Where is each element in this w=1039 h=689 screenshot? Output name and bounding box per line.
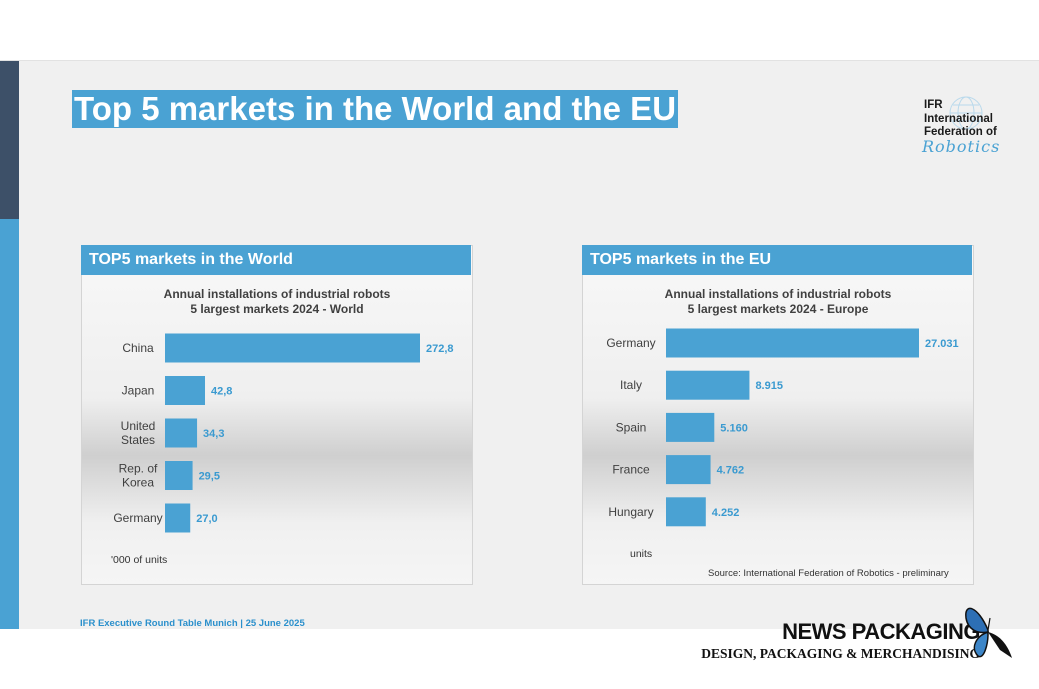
ifr-line1: IFR (924, 99, 943, 111)
eu-category-label: Italy (620, 378, 642, 392)
slide: Top 5 markets in the World and the EU IF… (0, 60, 1039, 629)
world-bar (165, 376, 206, 405)
eu-chart-title-line1: Annual installations of industrial robot… (664, 287, 892, 301)
world-bar (165, 333, 420, 363)
side-accent-dark (0, 61, 19, 219)
side-accent-light (0, 219, 19, 629)
eu-value-label: 5.160 (720, 422, 748, 434)
eu-category-label: France (612, 463, 650, 477)
world-category-label: Japan (122, 384, 155, 398)
world-panel-header: TOP5 markets in the World (81, 245, 471, 275)
news-packaging-logo: NEWS PACKAGING DESIGN, PACKAGING & MERCH… (701, 619, 980, 669)
eu-bar (666, 455, 711, 485)
ifr-script: Robotics (922, 137, 1001, 156)
eu-bar (666, 370, 750, 400)
eu-panel-header: TOP5 markets in the EU (582, 245, 972, 275)
world-chart-title-line1: Annual installations of industrial robot… (163, 287, 391, 301)
world-panel: TOP5 markets in the World Annual install… (81, 245, 473, 585)
eu-chart-title: Annual installations of industrial robot… (583, 287, 973, 317)
eu-category-label: Spain (616, 420, 647, 434)
world-value-label: 42,8 (211, 386, 232, 398)
ifr-line2: International (924, 112, 994, 125)
eu-bar (666, 497, 706, 527)
eu-value-label: 8.915 (755, 380, 783, 392)
slide-title: Top 5 markets in the World and the EU (72, 90, 679, 128)
butterfly-icon (965, 607, 1012, 658)
world-value-label: 27,0 (196, 513, 217, 525)
eu-panel: TOP5 markets in the EU Annual installati… (582, 245, 974, 585)
eu-bar (666, 328, 919, 358)
eu-source: Source: International Federation of Robo… (708, 568, 949, 579)
world-value-label: 34,3 (203, 428, 224, 440)
eu-value-label: 27.031 (925, 338, 959, 350)
eu-value-label: 4.252 (712, 507, 740, 519)
eu-value-label: 4.762 (717, 465, 745, 477)
brand-name: NEWS PACKAGING (782, 619, 980, 644)
eu-category-label: Hungary (608, 505, 653, 519)
eu-unit-note: units (630, 548, 653, 560)
ifr-logo: IFR International Federation of Robotics (922, 95, 1022, 159)
ifr-text: IFR International Federation of (924, 99, 997, 140)
world-value-label: 29,5 (199, 471, 220, 483)
world-bar (165, 503, 191, 533)
world-category-label: Rep. of Korea (119, 462, 158, 490)
world-bar (165, 418, 198, 448)
eu-bar (666, 412, 715, 442)
world-category-label: United States (121, 419, 156, 447)
world-category-label: Germany (113, 511, 162, 525)
eu-category-label: Germany (606, 336, 655, 350)
globe-icon (949, 96, 983, 130)
world-chart-title-line2: 5 largest markets 2024 - World (190, 302, 364, 316)
eu-chart: Germany 27.031 Italy 8.915 Spain 5.160 France 4… (606, 328, 959, 527)
ifr-line3: Federation of (924, 126, 997, 138)
eu-chart-title-line2: 5 largest markets 2024 - Europe (687, 302, 869, 316)
world-chart-title: Annual installations of industrial robot… (82, 287, 472, 317)
brand-tagline: DESIGN, PACKAGING & MERCHANDISING (701, 646, 980, 661)
slide-footer: IFR Executive Round Table Munich | 25 Ju… (80, 618, 305, 629)
world-category-label: China (122, 341, 154, 355)
world-bar (165, 461, 193, 490)
world-chart: China 272,8 Japan 42,8 United States 34,3 Rep. … (113, 333, 454, 533)
world-value-label: 272,8 (426, 343, 454, 355)
world-unit-note: '000 of units (111, 554, 168, 566)
